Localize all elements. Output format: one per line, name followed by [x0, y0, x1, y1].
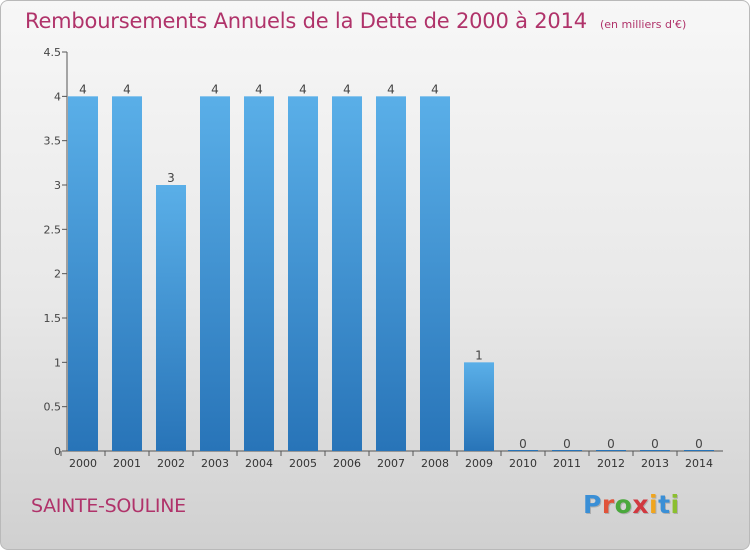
data-label: 0 [607, 437, 615, 451]
bar [596, 450, 626, 451]
data-label: 4 [79, 82, 87, 96]
bar [464, 362, 494, 451]
data-label: 0 [563, 437, 571, 451]
x-tick-label: 2006 [333, 457, 361, 470]
x-tick-label: 2001 [113, 457, 141, 470]
y-tick-label: 4 [54, 90, 61, 103]
x-tick-label: 2010 [509, 457, 537, 470]
logo-letter: r [601, 490, 615, 519]
x-tick-label: 2013 [641, 457, 669, 470]
chart-subtitle: (en milliers d'€) [600, 18, 687, 31]
chart-data-labels: 4 4 3 4 4 4 4 4 4 1 0 0 0 0 0 [79, 82, 703, 451]
x-tick-label: 2007 [377, 457, 405, 470]
x-tick-label: 2014 [685, 457, 713, 470]
data-label: 1 [475, 348, 483, 362]
commune-name: SAINTE-SOULINE [31, 495, 186, 517]
bar [200, 96, 230, 451]
data-label: 4 [387, 82, 395, 96]
bar [684, 450, 714, 451]
logo-letter: t [658, 490, 671, 519]
bar [244, 96, 274, 451]
bar [112, 96, 142, 451]
bar [508, 450, 538, 451]
bar [156, 185, 186, 451]
chart-title: Remboursements Annuels de la Dette de 20… [25, 9, 587, 33]
chart-bars [68, 96, 714, 451]
x-tick-label: 2009 [465, 457, 493, 470]
x-tick-label: 2005 [289, 457, 317, 470]
bar [420, 96, 450, 451]
data-label: 0 [519, 437, 527, 451]
x-tick-label: 2011 [553, 457, 581, 470]
bar [332, 96, 362, 451]
title-row: Remboursements Annuels de la Dette de 20… [25, 9, 686, 33]
y-tick-label: 2.5 [44, 223, 62, 236]
x-tick-label: 2004 [245, 457, 273, 470]
data-label: 4 [431, 82, 439, 96]
data-label: 4 [299, 82, 307, 96]
logo-letter: i [649, 490, 659, 519]
bar [376, 96, 406, 451]
bar [68, 96, 98, 451]
y-tick-label: 4.5 [44, 46, 62, 59]
logo-letter: i [670, 490, 680, 519]
data-label: 4 [343, 82, 351, 96]
x-tick-label: 2012 [597, 457, 625, 470]
proxiti-logo: Proxiti [583, 490, 680, 519]
data-label: 3 [167, 171, 175, 185]
data-label: 0 [651, 437, 659, 451]
logo-letter: P [583, 490, 602, 519]
data-label: 0 [695, 437, 703, 451]
y-tick-label: 1.5 [44, 312, 62, 325]
bar [552, 450, 582, 451]
bar [640, 450, 670, 451]
x-tick-label: 2008 [421, 457, 449, 470]
y-tick-label: 0 [54, 445, 61, 458]
x-tick-label: 2000 [69, 457, 97, 470]
logo-letter: x [632, 490, 649, 519]
bar [288, 96, 318, 451]
y-tick-label: 3.5 [44, 135, 62, 148]
y-tick-label: 2 [54, 268, 61, 281]
y-tick-label: 1 [54, 356, 61, 369]
x-tick-label: 2003 [201, 457, 229, 470]
chart-x-tick-labels: 2000 2001 2002 2003 2004 2005 2006 2007 2008 2009… [69, 457, 713, 470]
y-tick-label: 0.5 [44, 401, 62, 414]
y-tick-label: 3 [54, 179, 61, 192]
x-tick-label: 2002 [157, 457, 185, 470]
data-label: 4 [211, 82, 219, 96]
data-label: 4 [123, 82, 131, 96]
logo-letter: o [614, 490, 633, 519]
chart-y-tick-labels: 0 0.5 1 1.5 2 2.5 3 3.5 4 4.5 [44, 46, 62, 458]
data-label: 4 [255, 82, 263, 96]
